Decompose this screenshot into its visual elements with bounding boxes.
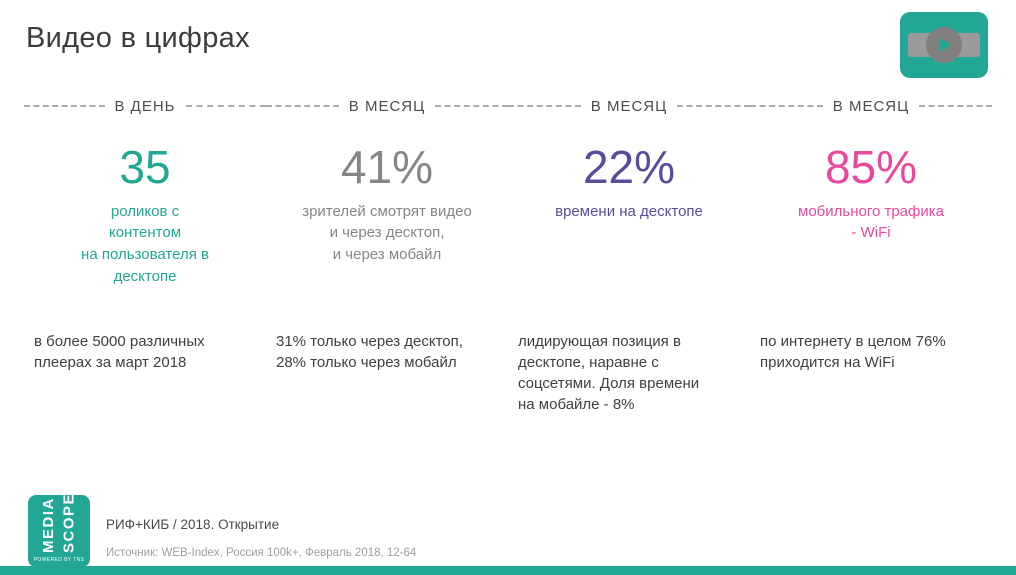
stat-detail: в более 5000 различных плеерах за март 2… xyxy=(34,332,205,371)
stat-detail: 31% только через десктоп, 28% только чер… xyxy=(276,332,463,371)
stat-detail: лидирующая позиция в десктопе, наравне с… xyxy=(518,332,700,413)
logo-word-scope: SCOPE xyxy=(60,492,78,553)
mediascope-logo-text: MEDIA SCOPE xyxy=(39,492,81,553)
dashed-divider xyxy=(24,105,105,107)
dashed-divider xyxy=(919,105,992,107)
period-label: В МЕСЯЦ xyxy=(348,97,426,115)
logo-tagline: POWERED BY TNS xyxy=(33,557,85,563)
dashed-divider xyxy=(750,105,823,107)
slide-header: Видео в цифрах xyxy=(0,0,1016,78)
play-triangle-icon xyxy=(939,38,952,52)
dashed-divider xyxy=(185,105,267,107)
stat-value: 85% xyxy=(824,141,918,193)
period-label: В ДЕНЬ xyxy=(114,97,176,115)
period-header: В ДЕНЬ xyxy=(24,96,267,116)
stat-column-monthly-1: В МЕСЯЦ 41% зрителей смотрят видео и чер… xyxy=(266,96,508,415)
stat-caption: роликов с контентом на пользователя в де… xyxy=(81,202,209,285)
period-header: В МЕСЯЦ xyxy=(266,96,508,116)
bottom-accent-bar xyxy=(0,566,1016,575)
stats-columns: В ДЕНЬ 35 роликов с контентом на пользов… xyxy=(24,96,992,415)
stat-value: 22% xyxy=(582,141,676,193)
stat-value: 35 xyxy=(119,141,171,193)
logo-word-media: MEDIA xyxy=(40,497,57,553)
period-label: В МЕСЯЦ xyxy=(832,97,910,115)
period-header: В МЕСЯЦ xyxy=(750,96,992,116)
period-header: В МЕСЯЦ xyxy=(508,96,750,116)
page-title: Видео в цифрах xyxy=(26,22,250,54)
stat-column-daily: В ДЕНЬ 35 роликов с контентом на пользов… xyxy=(24,96,267,415)
footer-source-label: Источник: WEB-Index, Россия 100k+, Февра… xyxy=(106,547,417,559)
mediascope-logo: MEDIA SCOPE POWERED BY TNS xyxy=(28,492,90,567)
stat-column-monthly-3: В МЕСЯЦ 85% мобильного трафика - WiFi по… xyxy=(750,96,992,415)
footer-event-label: РИФ+КИБ / 2018. Открытие xyxy=(106,517,280,532)
dashed-divider xyxy=(435,105,508,107)
stat-caption: времени на десктопе xyxy=(555,202,703,220)
stat-detail: по интернету в целом 76% приходится на W… xyxy=(760,332,946,371)
stat-value: 41% xyxy=(340,141,434,193)
dashed-divider xyxy=(508,105,581,107)
slide-footer: РИФ+КИБ / 2018. Открытие Источник: WEB-I… xyxy=(106,517,416,559)
stat-caption: зрителей смотрят видео и через десктоп, … xyxy=(302,202,472,264)
stat-caption: мобильного трафика - WiFi xyxy=(798,202,944,242)
dashed-divider xyxy=(266,105,339,107)
video-player-icon xyxy=(900,12,988,78)
dashed-divider xyxy=(677,105,750,107)
period-label: В МЕСЯЦ xyxy=(590,97,668,115)
stat-column-monthly-2: В МЕСЯЦ 22% времени на десктопе лидирующ… xyxy=(508,96,750,415)
